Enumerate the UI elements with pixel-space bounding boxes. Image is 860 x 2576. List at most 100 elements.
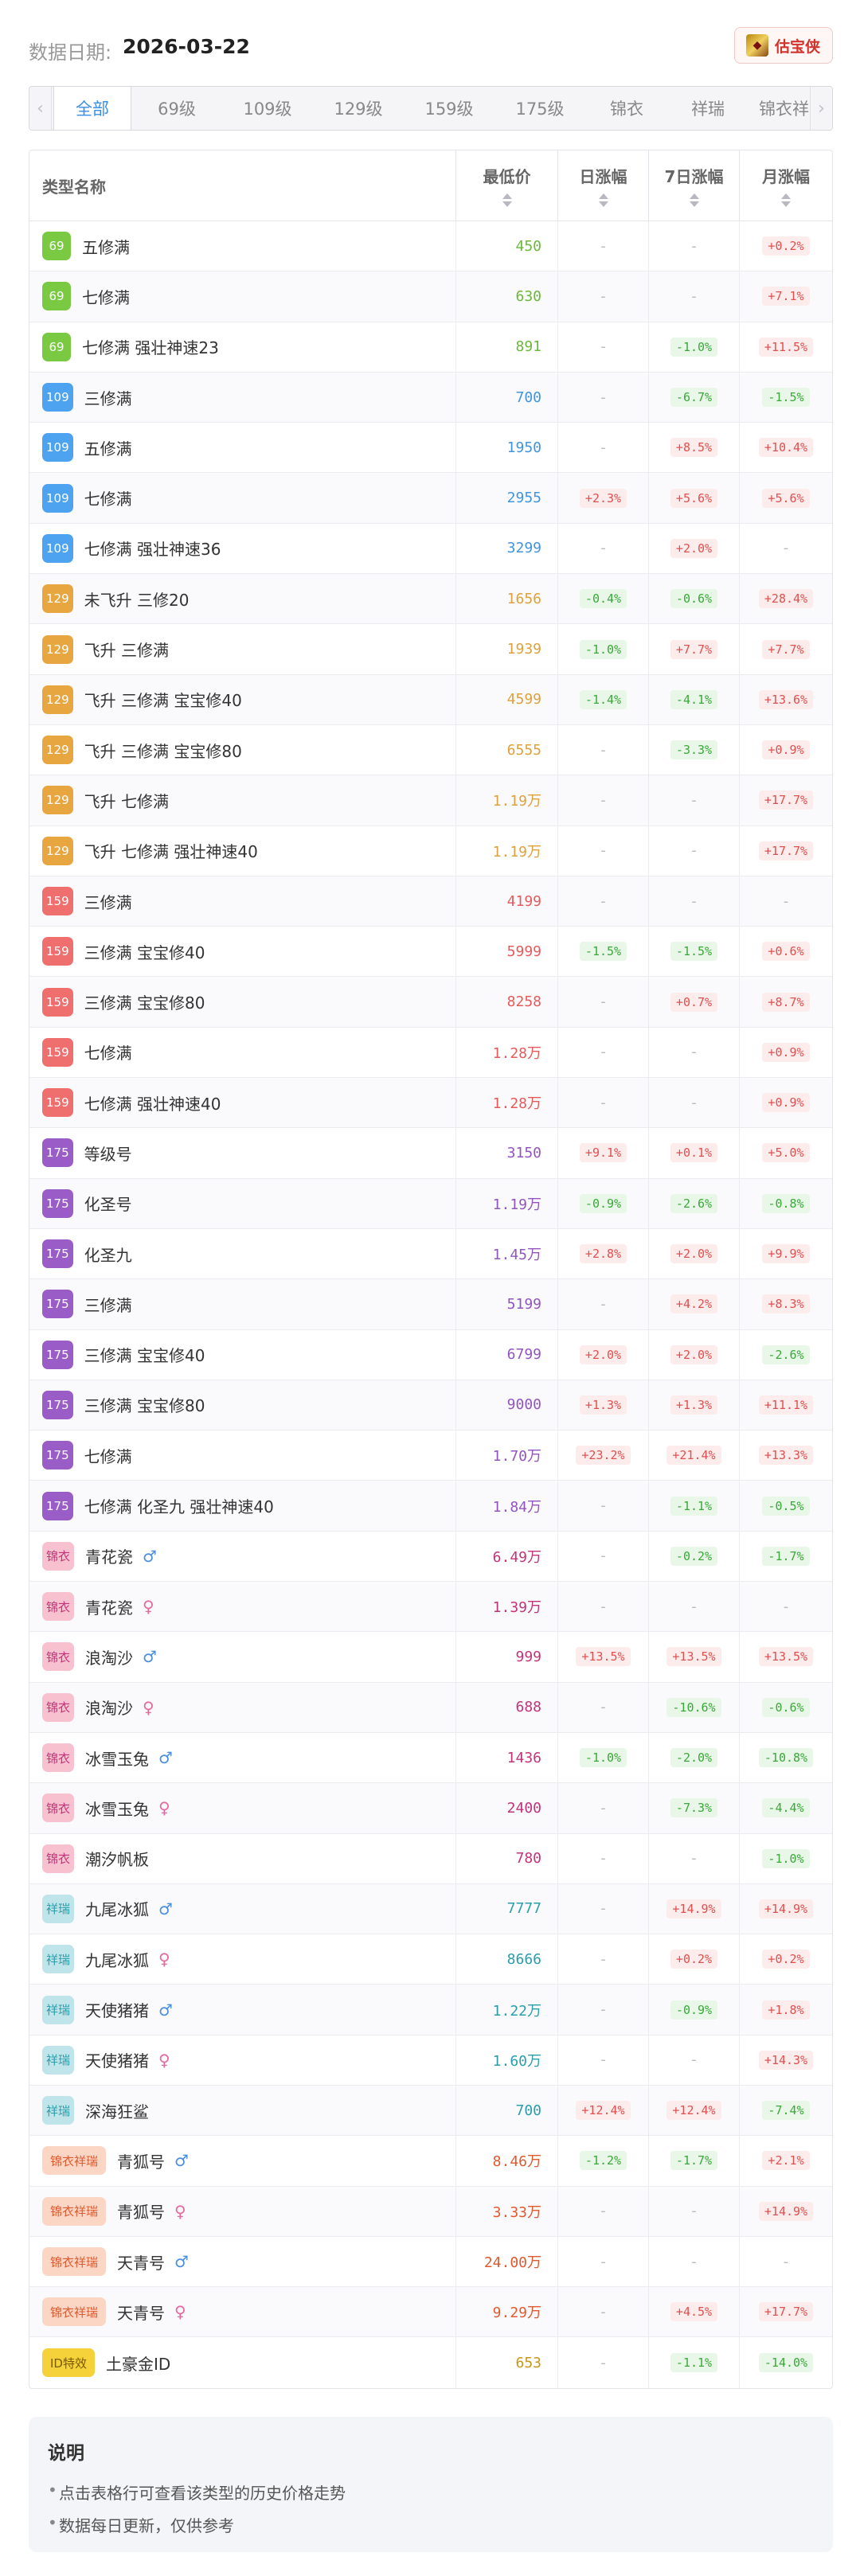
table-row[interactable]: 锦衣祥瑞 青狐号 ♂ 8.46万 -1.2% -1.7% +2.1%	[29, 2136, 832, 2187]
cell-name: 175 化圣号	[29, 1178, 456, 1228]
sort-icon[interactable]	[502, 193, 512, 207]
tabs-next-icon[interactable]: ›	[810, 87, 832, 130]
table-row[interactable]: 锦衣祥瑞 天青号 ♀ 9.29万 - +4.5% +17.7%	[29, 2287, 832, 2338]
table-row[interactable]: 159 七修满 强壮神速40 1.28万 - - +0.9%	[29, 1078, 832, 1129]
no-change: -	[600, 439, 606, 456]
table-row[interactable]: 129 飞升 三修满 宝宝修80 6555 - -3.3% +0.9%	[29, 724, 832, 776]
table-row[interactable]: 129 飞升 七修满 1.19万 - - +17.7%	[29, 775, 832, 826]
table-row[interactable]: 175 三修满 宝宝修40 6799 +2.0% +2.0% -2.6%	[29, 1329, 832, 1380]
table-row[interactable]: 锦衣 冰雪玉兔 ♂ 1436 -1.0% -2.0% -10.8%	[29, 1732, 832, 1784]
brand-button[interactable]: ◆ 估宝侠	[734, 27, 833, 64]
level-badge: 129	[42, 685, 73, 714]
no-change: -	[600, 2203, 606, 2220]
table-row[interactable]: 109 七修满 2955 +2.3% +5.6% +5.6%	[29, 473, 832, 524]
cell-week-change: -	[649, 2035, 740, 2085]
table-row[interactable]: 69 七修满 630 - - +7.1%	[29, 271, 832, 322]
table-row[interactable]: 锦衣 浪淘沙 ♂ 999 +13.5% +13.5% +13.5%	[29, 1632, 832, 1683]
cell-week-change: -0.2%	[649, 1531, 740, 1582]
table-body: 69 五修满 450 - - +0.2% 69 七修满 630 - - +7.1% 69 七修满 强壮神速…	[29, 221, 832, 2388]
no-change: -	[600, 791, 606, 809]
sort-icon[interactable]	[598, 193, 608, 207]
sort-icon[interactable]	[781, 193, 791, 207]
tabs-prev-icon[interactable]: ‹	[29, 87, 52, 130]
cell-day-change: +9.1%	[558, 1128, 649, 1178]
brand-name: 估宝侠	[775, 37, 821, 56]
table-row[interactable]: 锦衣 潮汐帆板 780- - -1.0%	[29, 1833, 832, 1884]
table-row[interactable]: 159 七修满 1.28万 - - +0.9%	[29, 1027, 832, 1079]
tab-xiangrui[interactable]: 祥瑞	[691, 100, 725, 119]
table-row[interactable]: 175 化圣九 1.45万 +2.8% +2.0% +9.9%	[29, 1228, 832, 1280]
table-row[interactable]: 祥瑞 天使猪猪 ♀ 1.60万 - - +14.3%	[29, 2035, 832, 2086]
header-day[interactable]: 日涨幅	[558, 150, 649, 221]
type-name: 浪淘沙	[85, 1699, 134, 1719]
type-name: 飞升 三修满 宝宝修40	[84, 691, 242, 711]
sort-icon[interactable]	[689, 193, 699, 207]
table-row[interactable]: 175 等级号 3150 +9.1% +0.1% +5.0%	[29, 1128, 832, 1179]
table-row[interactable]: 159 三修满 宝宝修40 5999 -1.5% -1.5% +0.6%	[29, 927, 832, 978]
cell-week-change: +14.9%	[649, 1883, 740, 1934]
type-name: 青狐号	[117, 2203, 166, 2223]
table-row[interactable]: 锦衣 青花瓷 ♂ 6.49万 - -0.2% -1.7%	[29, 1531, 832, 1583]
type-name: 冰雪玉兔	[85, 1799, 150, 1819]
type-name: 天使猪猪	[85, 2001, 150, 2021]
table-row[interactable]: 祥瑞 深海狂鲨 700 +12.4% +12.4% -7.4%	[29, 2085, 832, 2137]
table-row[interactable]: 109 五修满 1950 - +8.5% +10.4%	[29, 423, 832, 474]
change-badge: +13.3%	[758, 1446, 814, 1466]
table-row[interactable]: 175 七修满 1.70万 +23.2% +21.4% +13.3%	[29, 1430, 832, 1481]
tab-129[interactable]: 129级	[334, 100, 383, 119]
table-row[interactable]: ID特效 土豪金ID 653- -1.1% -14.0%	[29, 2337, 832, 2388]
table-row[interactable]: 159 三修满 4199 - - -	[29, 876, 832, 927]
table-row[interactable]: 锦衣祥瑞 青狐号 ♀ 3.33万 - - +14.9%	[29, 2186, 832, 2237]
cell-name: 锦衣祥瑞 天青号 ♀	[29, 2287, 456, 2337]
table-row[interactable]: 175 三修满 宝宝修80 9000 +1.3% +1.3% +11.1%	[29, 1380, 832, 1431]
cell-week-change: -7.3%	[649, 1783, 740, 1833]
cell-day-change: -	[558, 1783, 649, 1833]
tab-175[interactable]: 175级	[515, 100, 565, 119]
type-name: 化圣号	[84, 1195, 132, 1215]
no-change: -	[691, 1598, 697, 1615]
header-month[interactable]: 月涨幅	[740, 150, 832, 221]
table-row[interactable]: 175 三修满 5199 - +4.2% +8.3%	[29, 1279, 832, 1330]
table-row[interactable]: 锦衣 青花瓷 ♀ 1.39万 - - -	[29, 1582, 832, 1633]
table-row[interactable]: 175 化圣号 1.19万 -0.9% -2.6% -0.8%	[29, 1178, 832, 1229]
table-row[interactable]: 锦衣祥瑞 天青号 ♂ 24.00万 - - -	[29, 2236, 832, 2288]
table-row[interactable]: 祥瑞 九尾冰狐 ♂ 7777 - +14.9% +14.9%	[29, 1883, 832, 1935]
female-icon: ♀	[143, 1697, 154, 1717]
tab-159[interactable]: 159级	[424, 100, 474, 119]
table-row[interactable]: 69 七修满 强壮神速23 891 - -1.0% +11.5%	[29, 322, 832, 373]
no-change: -	[691, 2203, 697, 2220]
table-row[interactable]: 69 五修满 450 - - +0.2%	[29, 221, 832, 272]
tab-all[interactable]: 全部	[53, 87, 131, 130]
no-change: -	[600, 1900, 606, 1918]
cell-week-change: -1.7%	[649, 2136, 740, 2186]
table-row[interactable]: 祥瑞 天使猪猪 ♂ 1.22万 - -0.9% +1.8%	[29, 1985, 832, 2035]
cell-day-change: -	[558, 2337, 649, 2388]
table-row[interactable]: 129 飞升 三修满 1939 -1.0% +7.7% +7.7%	[29, 624, 832, 675]
cell-month-change: +5.0%	[740, 1128, 832, 1177]
table-row[interactable]: 锦衣 浪淘沙 ♀ 688 - -10.6% -0.6%	[29, 1682, 832, 1733]
cell-name: 锦衣祥瑞 青狐号 ♀	[29, 2186, 456, 2236]
cell-price: 700	[456, 372, 558, 423]
table-row[interactable]: 109 七修满 强壮神速36 3299 - +2.0% -	[29, 523, 832, 575]
date-value: 2026-03-22	[123, 35, 250, 58]
level-badge: 129	[42, 736, 73, 765]
table-row[interactable]: 129 飞升 七修满 强壮神速40 1.19万 - - +17.7%	[29, 825, 832, 876]
header-price[interactable]: 最低价	[456, 150, 558, 221]
level-badge: 109	[42, 433, 73, 463]
tab-jinyixiangrui[interactable]: 锦衣祥	[759, 100, 809, 119]
cell-price: 1.19万	[456, 775, 558, 825]
cell-month-change: +2.1%	[740, 2136, 832, 2185]
tab-69[interactable]: 69级	[158, 100, 196, 119]
tab-109[interactable]: 109级	[243, 100, 292, 119]
table-row[interactable]: 159 三修满 宝宝修80 8258 - +0.7% +8.7%	[29, 977, 832, 1028]
change-badge: -3.3%	[670, 740, 718, 760]
table-row[interactable]: 129 飞升 三修满 宝宝修40 4599 -1.4% -4.1% +13.6%	[29, 674, 832, 725]
table-row[interactable]: 祥瑞 九尾冰狐 ♀ 8666 - +0.2% +0.2%	[29, 1934, 832, 1985]
tab-jinyi[interactable]: 锦衣	[610, 100, 643, 119]
table-row[interactable]: 129 未飞升 三修20 1656 -0.4% -0.6% +28.4%	[29, 574, 832, 625]
table-row[interactable]: 175 七修满 化圣九 强壮神速40 1.84万 - -1.1% -0.5%	[29, 1481, 832, 1532]
table-row[interactable]: 109 三修满 700 - -6.7% -1.5%	[29, 372, 832, 423]
header-week[interactable]: 7日涨幅	[649, 150, 740, 221]
table-row[interactable]: 锦衣 冰雪玉兔 ♀ 2400 - -7.3% -4.4%	[29, 1783, 832, 1834]
cell-month-change: +0.9%	[740, 725, 832, 775]
